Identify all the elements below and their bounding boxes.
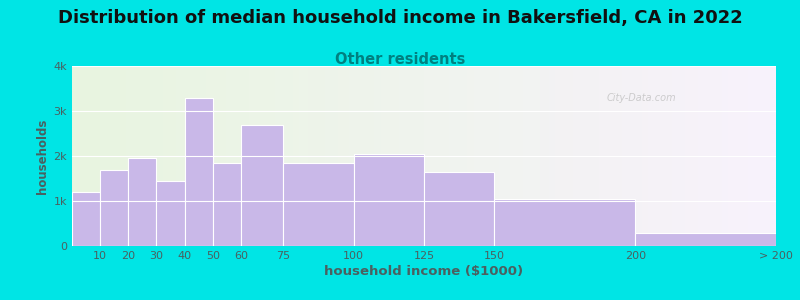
Bar [241, 124, 283, 246]
Text: City-Data.com: City-Data.com [607, 93, 677, 103]
Bar [128, 158, 157, 246]
Bar [100, 169, 128, 246]
Bar [354, 154, 424, 246]
X-axis label: household income ($1000): household income ($1000) [325, 265, 523, 278]
Bar [185, 98, 213, 246]
Bar [424, 172, 494, 246]
Bar [72, 192, 100, 246]
Text: Other residents: Other residents [335, 52, 465, 68]
Bar [213, 163, 241, 246]
Bar [635, 233, 776, 246]
Bar [283, 163, 354, 246]
Y-axis label: households: households [36, 118, 50, 194]
Text: Distribution of median household income in Bakersfield, CA in 2022: Distribution of median household income … [58, 9, 742, 27]
Bar [157, 181, 185, 246]
Bar [494, 199, 635, 246]
